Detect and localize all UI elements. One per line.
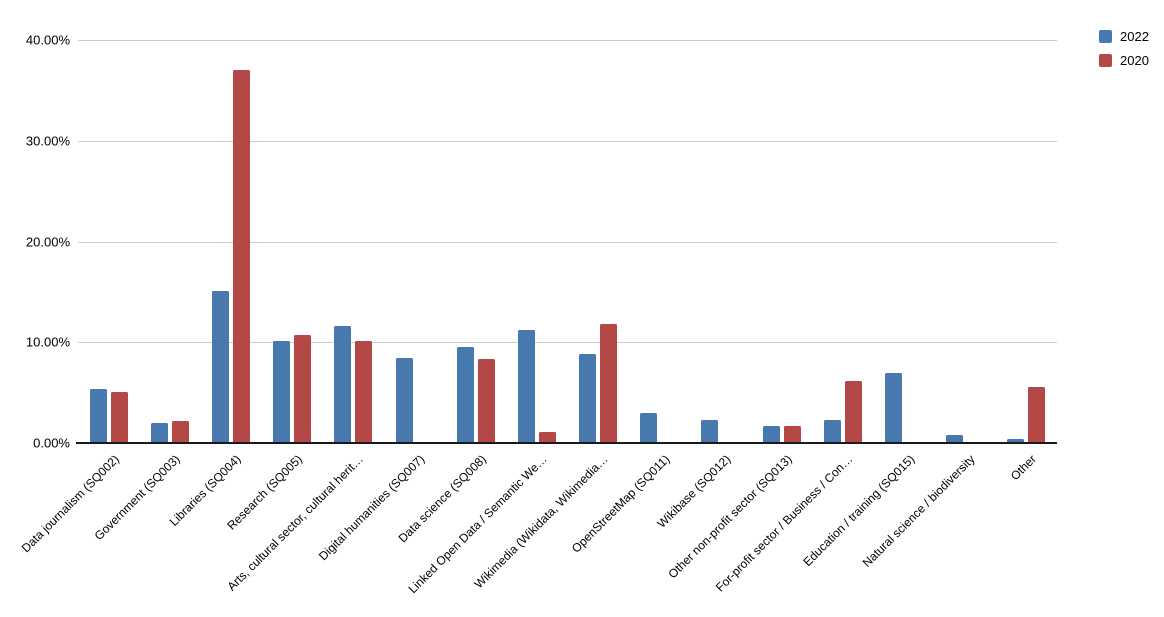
gridline-10	[78, 342, 1057, 344]
bar-group-1	[150, 40, 189, 443]
bar-2020-7[interactable]	[538, 431, 556, 443]
bar-2022-10[interactable]	[701, 419, 719, 443]
legend-item-2020[interactable]: 2020	[1099, 54, 1149, 67]
bar-group-8	[579, 40, 618, 443]
bar-2020-6[interactable]	[477, 359, 495, 443]
bar-group-13	[885, 40, 923, 443]
bar-2022-8[interactable]	[579, 354, 597, 443]
bar-2022-15[interactable]	[1007, 438, 1025, 443]
legend-label-2022: 2022	[1120, 29, 1149, 44]
bar-2020-12[interactable]	[844, 380, 862, 443]
bar-2020-2[interactable]	[232, 70, 250, 443]
y-tick-label-20: 20.00%	[25, 234, 70, 249]
legend: 2022 2020	[1099, 30, 1149, 78]
gridline-20	[78, 241, 1057, 243]
bar-group-5	[395, 40, 434, 443]
bar-2022-11[interactable]	[762, 425, 780, 443]
bar-2022-3[interactable]	[273, 341, 291, 443]
bar-group-14	[946, 40, 984, 443]
bar-2022-12[interactable]	[823, 419, 841, 443]
bar-group-0	[89, 40, 128, 443]
bar-2020-0[interactable]	[110, 391, 128, 443]
bar-2020-4[interactable]	[355, 341, 373, 443]
bar-2022-14[interactable]	[946, 434, 964, 443]
bar-group-3	[273, 40, 312, 443]
x-category-label-11: Other non-profit sector (SQ013)	[665, 452, 795, 582]
x-category-label-14: Natural science / biodiversity	[860, 452, 979, 570]
x-axis-line	[76, 442, 1057, 444]
plot-area	[78, 40, 1057, 443]
bar-group-15	[1007, 40, 1046, 443]
bar-2022-5[interactable]	[395, 358, 413, 443]
x-category-label-8: Wikimedia (Wikidata, Wikimedia…	[471, 452, 611, 592]
bar-2022-13[interactable]	[885, 373, 903, 443]
bar-2022-1[interactable]	[150, 422, 168, 443]
bar-group-10	[701, 40, 739, 443]
bar-group-7	[517, 40, 556, 443]
bar-2020-11[interactable]	[783, 425, 801, 443]
bar-group-6	[456, 40, 495, 443]
y-tick-label-30: 30.00%	[25, 133, 70, 149]
bar-group-11	[762, 40, 801, 443]
x-category-label-0: Data journalism (SQ002)	[18, 452, 122, 556]
bar-2020-8[interactable]	[600, 324, 618, 443]
y-tick-label-10: 10.00%	[25, 334, 70, 350]
bar-group-4	[334, 40, 373, 443]
bar-2020-15[interactable]	[1028, 386, 1046, 443]
bar-group-2	[211, 40, 250, 443]
legend-swatch-2022	[1099, 30, 1112, 43]
x-category-label-5: Digital humanities (SQ007)	[316, 452, 428, 564]
bar-group-12	[823, 40, 862, 443]
x-category-label-13: Education / training (SQ015)	[799, 452, 917, 569]
gridline-30	[78, 140, 1057, 142]
bar-2020-1[interactable]	[171, 420, 189, 443]
legend-label-2020: 2020	[1120, 53, 1149, 68]
gridline-40	[78, 40, 1057, 41]
bar-2022-9[interactable]	[640, 412, 658, 443]
bar-2022-4[interactable]	[334, 326, 352, 443]
x-category-label-15: Other	[1008, 452, 1040, 484]
y-tick-label-40: 40.00%	[25, 32, 70, 48]
bar-2022-7[interactable]	[517, 330, 535, 443]
bar-2022-2[interactable]	[211, 290, 229, 443]
bar-2020-3[interactable]	[294, 335, 312, 443]
bar-group-9	[640, 40, 678, 443]
legend-item-2022[interactable]: 2022	[1099, 30, 1149, 43]
legend-swatch-2020	[1099, 54, 1112, 67]
bar-2022-0[interactable]	[89, 388, 107, 443]
y-tick-label-0: 0.00%	[33, 435, 70, 451]
bar-2022-6[interactable]	[456, 347, 474, 443]
